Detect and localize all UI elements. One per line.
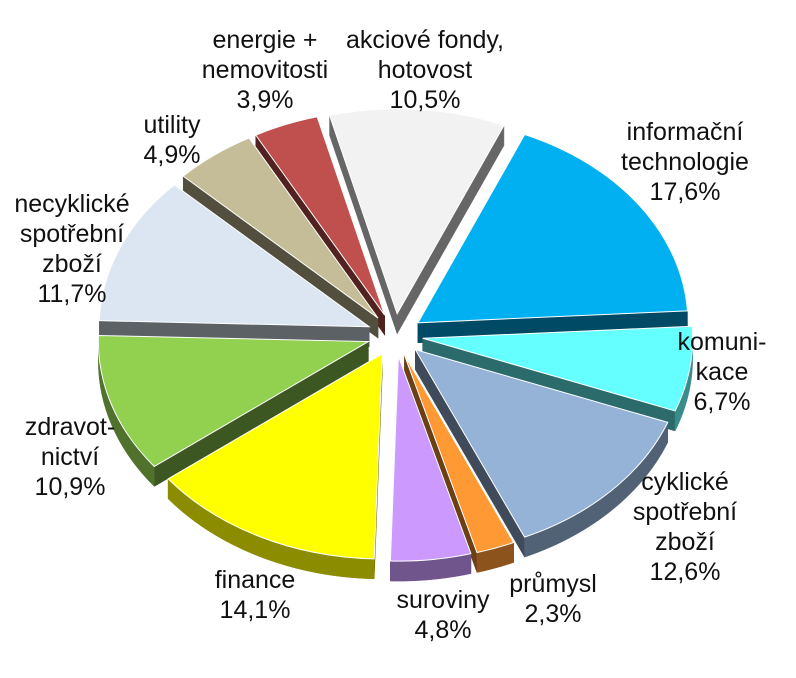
label-informacni-technologie: informační technologie 17,6% — [621, 118, 749, 206]
slice-prumysl — [403, 354, 515, 554]
label-value-necyklicke-spotrebni-zbozi: 11,7% — [37, 280, 106, 308]
label-value-suroviny: 4,8% — [415, 616, 472, 644]
label-text-komuni-kace: komuni- — [678, 328, 767, 356]
slice-suroviny — [389, 355, 472, 562]
label-text-necyklicke-spotrebni-zbozi: necyklické — [14, 190, 129, 218]
label-finance: finance 14,1% — [215, 566, 296, 624]
label-text-utility: utility — [144, 111, 201, 139]
label-text-prumysl: průmysl — [509, 570, 597, 598]
label-text-akciove-fondy-hotovost: hotovost — [378, 56, 473, 84]
label-value-zdravot-nictvi: 10,9% — [35, 473, 106, 501]
label-text-cyklicke-spotrebni-zbozi: spotřební — [633, 498, 737, 526]
label-necyklicke-spotrebni-zbozi: necyklické spotřební zboží 11,7% — [14, 190, 129, 308]
label-text-informacni-technologie: technologie — [621, 148, 749, 176]
label-text-energie-nemovitosti: energie + — [213, 26, 318, 54]
pie-labels: akciové fondy, hotovost 10,5% informační tec… — [14, 26, 766, 644]
label-text-cyklicke-spotrebni-zbozi: zboží — [655, 528, 715, 556]
slice-necyklicke-spotrebni-zbozi — [98, 184, 371, 328]
label-energie-nemovitosti: energie + nemovitosti 3,9% — [202, 26, 328, 114]
label-text-informacni-technologie: informační — [627, 118, 744, 146]
pie-tops — [97, 108, 694, 562]
slice-komuni-kace — [422, 325, 694, 412]
label-utility: utility 4,9% — [144, 111, 201, 169]
slice-utility — [182, 137, 379, 319]
slice-cyklicke-spotrebni-zbozi — [414, 348, 669, 538]
label-value-finance: 14,1% — [220, 596, 291, 624]
label-text-necyklicke-spotrebni-zbozi: zboží — [42, 250, 102, 278]
label-value-komuni-kace: 6,7% — [694, 388, 751, 416]
label-text-zdravot-nictvi: zdravot- — [25, 413, 115, 441]
label-text-akciove-fondy-hotovost: akciové fondy, — [346, 26, 504, 54]
label-suroviny: suroviny 4,8% — [396, 586, 490, 644]
label-value-akciove-fondy-hotovost: 10,5% — [390, 86, 461, 114]
label-cyklicke-spotrebni-zbozi: cyklické spotřební zboží 12,6% — [633, 468, 737, 586]
slice-energie-nemovitosti — [254, 116, 386, 316]
label-text-energie-nemovitosti: nemovitosti — [202, 56, 328, 84]
label-text-cyklicke-spotrebni-zbozi: cyklické — [641, 468, 729, 496]
slice-akciove-fondy-hotovost — [328, 108, 505, 315]
label-zdravot-nictvi: zdravot-nictví 10,9% — [25, 413, 115, 501]
slice-informacni-technologie — [417, 133, 689, 324]
slice-zdravot-nictvi — [97, 334, 371, 468]
label-text-komuni-kace: kace — [696, 358, 749, 386]
label-akciove-fondy-hotovost: akciové fondy, hotovost 10,5% — [346, 26, 504, 114]
label-value-cyklicke-spotrebni-zbozi: 12,6% — [650, 558, 721, 586]
label-value-energie-nemovitosti: 3,9% — [237, 86, 294, 114]
label-komuni-kace: komuni-kace 6,7% — [678, 328, 767, 416]
label-value-informacni-technologie: 17,6% — [650, 178, 721, 206]
label-text-necyklicke-spotrebni-zbozi: spotřební — [20, 220, 124, 248]
slice-finance — [167, 353, 383, 560]
label-value-utility: 4,9% — [144, 141, 201, 169]
label-text-zdravot-nictvi: nictví — [41, 443, 99, 471]
label-prumysl: průmysl 2,3% — [509, 570, 597, 628]
label-value-prumysl: 2,3% — [525, 600, 582, 628]
label-text-finance: finance — [215, 566, 296, 594]
label-text-suroviny: suroviny — [396, 586, 490, 614]
